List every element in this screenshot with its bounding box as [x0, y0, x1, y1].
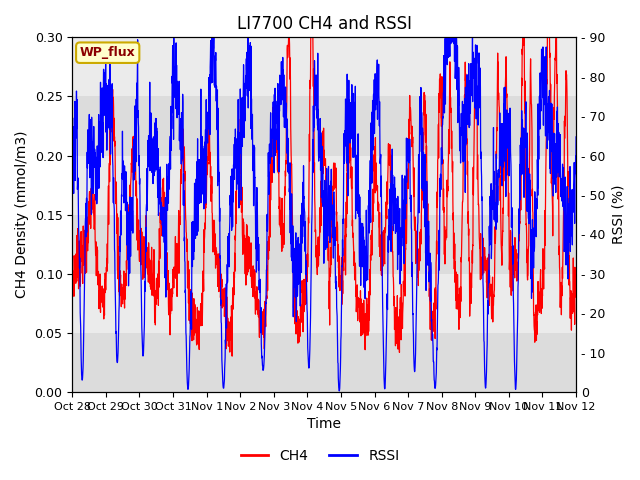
Bar: [72, 333, 576, 392]
Bar: [72, 156, 576, 215]
Y-axis label: CH4 Density (mmol/m3): CH4 Density (mmol/m3): [15, 131, 29, 299]
Bar: [72, 96, 576, 156]
Y-axis label: RSSI (%): RSSI (%): [611, 185, 625, 244]
Bar: [72, 274, 576, 333]
X-axis label: Time: Time: [307, 418, 341, 432]
Legend: CH4, RSSI: CH4, RSSI: [235, 443, 405, 468]
Bar: [72, 215, 576, 274]
Text: WP_flux: WP_flux: [80, 46, 136, 59]
Title: LI7700 CH4 and RSSI: LI7700 CH4 and RSSI: [237, 15, 412, 33]
Bar: [72, 37, 576, 96]
